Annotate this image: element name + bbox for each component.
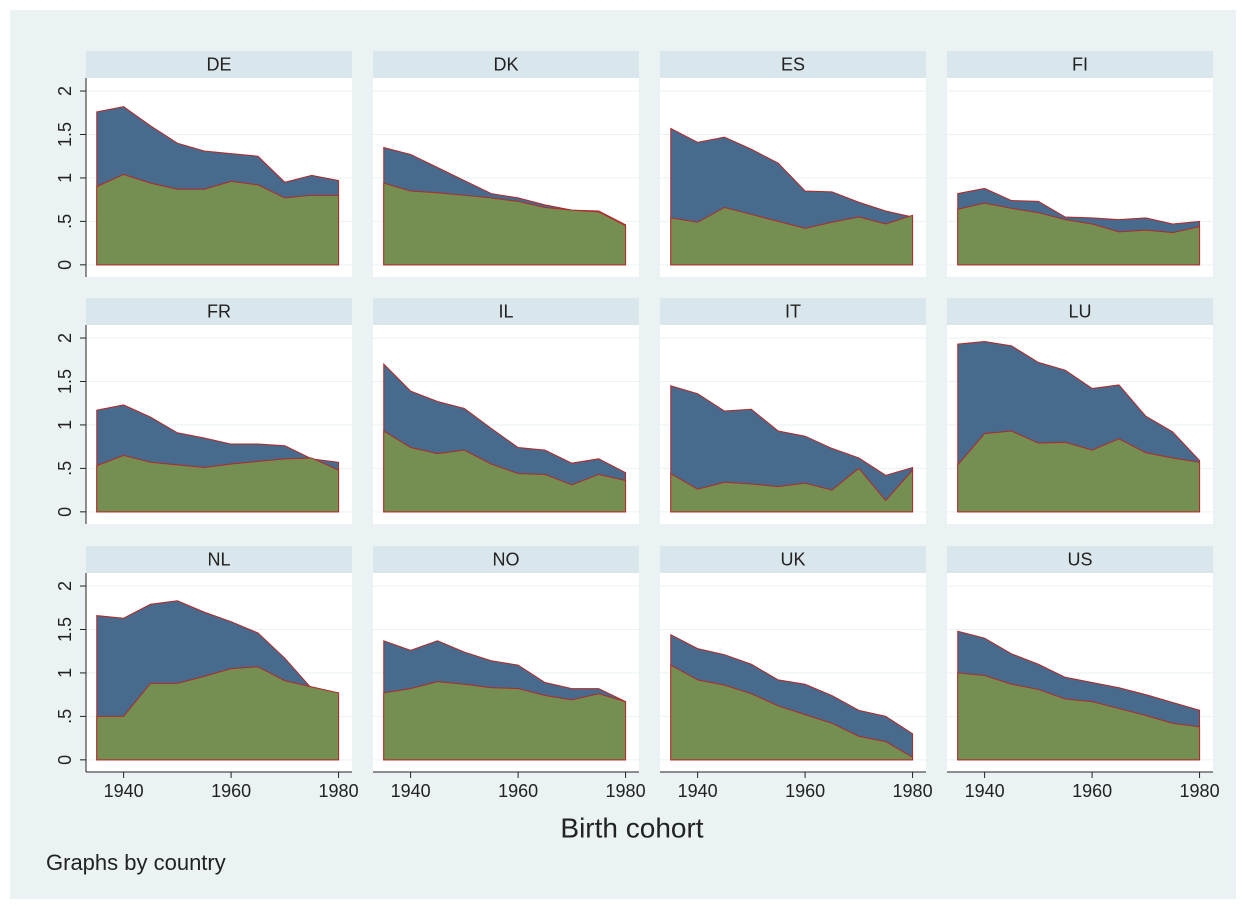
y-tick-label: 2 bbox=[55, 333, 75, 343]
x-tick-label: 1980 bbox=[893, 781, 933, 801]
panel-header bbox=[373, 51, 639, 78]
panel-title: NL bbox=[207, 549, 230, 569]
panel-header bbox=[947, 51, 1213, 78]
panel-title: NO bbox=[493, 549, 520, 569]
y-tick-label: .5 bbox=[55, 214, 75, 229]
y-tick-label: .5 bbox=[55, 461, 75, 476]
note: Graphs by country bbox=[46, 850, 226, 875]
y-tick-label: 1.5 bbox=[55, 617, 75, 642]
x-tick-label: 1960 bbox=[785, 781, 825, 801]
area bbox=[957, 430, 1201, 513]
panel-title: FR bbox=[207, 301, 231, 321]
panel-header bbox=[86, 51, 352, 78]
area bbox=[96, 454, 340, 513]
panel-header bbox=[947, 298, 1213, 325]
area bbox=[670, 467, 914, 513]
area bbox=[383, 430, 627, 513]
panel-title: DE bbox=[206, 54, 231, 74]
area bbox=[670, 664, 914, 761]
y-tick-label: 1.5 bbox=[55, 122, 75, 147]
panel-title: ES bbox=[781, 54, 805, 74]
panel-title: US bbox=[1067, 549, 1092, 569]
panel-header bbox=[660, 51, 926, 78]
x-axis-label: Birth cohort bbox=[560, 812, 703, 843]
panel-header bbox=[660, 546, 926, 573]
panel-title: IT bbox=[785, 301, 801, 321]
area bbox=[383, 681, 627, 761]
panel-header bbox=[660, 298, 926, 325]
area bbox=[96, 173, 340, 266]
panel-title: IL bbox=[498, 301, 513, 321]
y-tick-label: 2 bbox=[55, 86, 75, 96]
y-tick-label: 1.5 bbox=[55, 369, 75, 394]
panel-title: FI bbox=[1072, 54, 1088, 74]
y-tick-label: 0 bbox=[55, 260, 75, 270]
x-tick-label: 1980 bbox=[1180, 781, 1220, 801]
area bbox=[670, 206, 914, 266]
y-tick-label: 1 bbox=[55, 668, 75, 678]
y-tick-label: 1 bbox=[55, 420, 75, 430]
panel-title: LU bbox=[1068, 301, 1091, 321]
area bbox=[383, 182, 627, 266]
panel-header bbox=[373, 546, 639, 573]
panel-header bbox=[86, 546, 352, 573]
x-tick-label: 1940 bbox=[391, 781, 431, 801]
x-tick-label: 1980 bbox=[606, 781, 646, 801]
y-tick-label: .5 bbox=[55, 709, 75, 724]
y-tick-label: 0 bbox=[55, 755, 75, 765]
x-tick-label: 1940 bbox=[965, 781, 1005, 801]
area bbox=[957, 672, 1201, 761]
area bbox=[96, 666, 340, 761]
x-tick-label: 1940 bbox=[104, 781, 144, 801]
x-tick-label: 1980 bbox=[319, 781, 359, 801]
panel-title: UK bbox=[780, 549, 805, 569]
y-tick-label: 0 bbox=[55, 507, 75, 517]
x-tick-label: 1960 bbox=[498, 781, 538, 801]
x-tick-label: 1960 bbox=[211, 781, 251, 801]
panel-header bbox=[947, 546, 1213, 573]
area bbox=[957, 202, 1201, 266]
x-tick-label: 1940 bbox=[678, 781, 718, 801]
panel-title: DK bbox=[493, 54, 518, 74]
x-tick-label: 1960 bbox=[1072, 781, 1112, 801]
y-tick-label: 2 bbox=[55, 581, 75, 591]
panel-header bbox=[373, 298, 639, 325]
panel-header bbox=[86, 298, 352, 325]
y-tick-label: 1 bbox=[55, 173, 75, 183]
